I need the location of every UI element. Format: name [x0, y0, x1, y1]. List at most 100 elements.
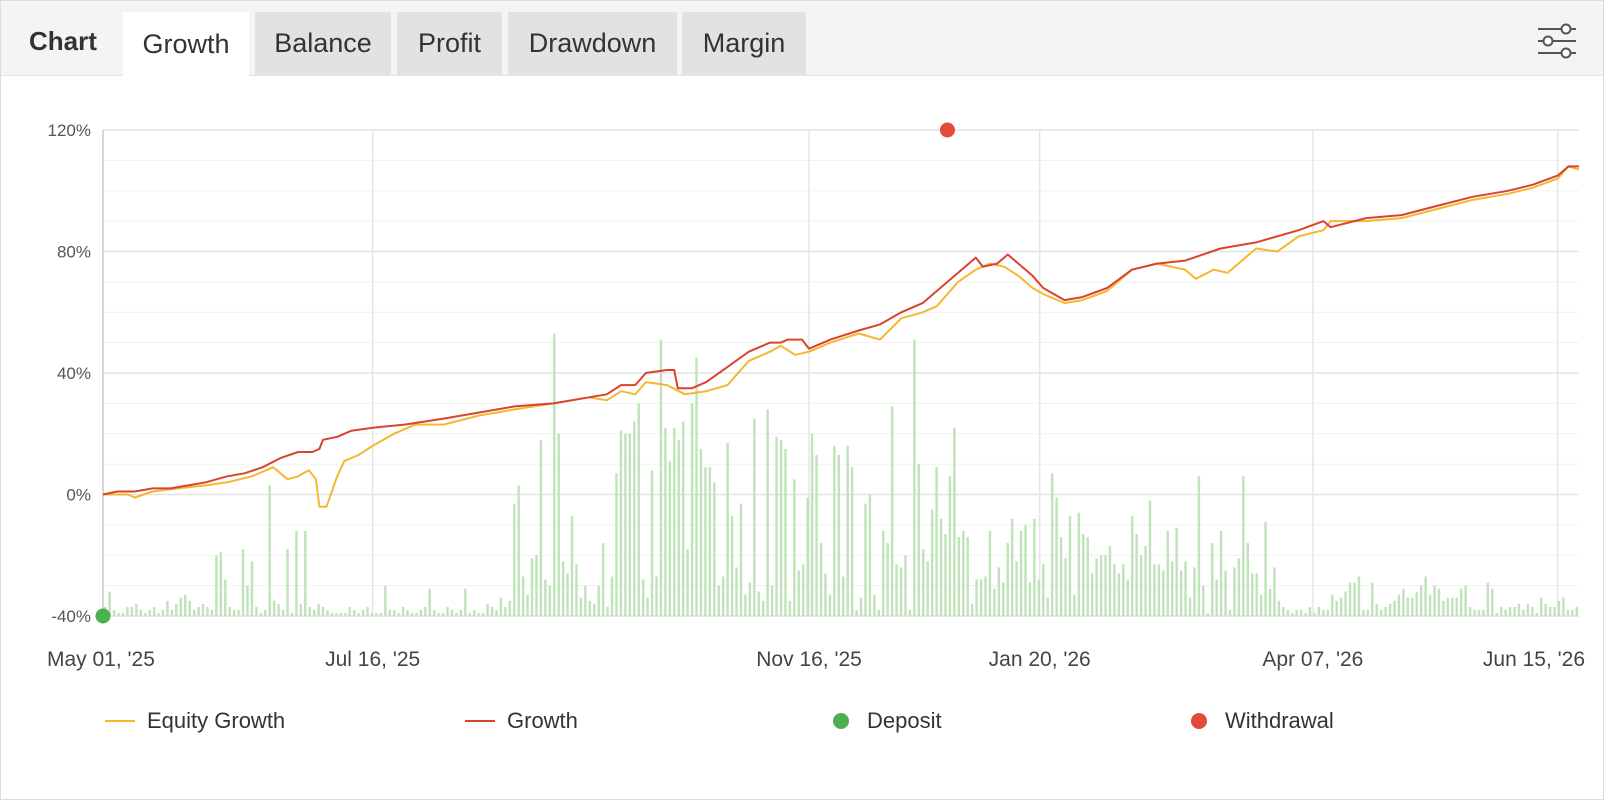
deposit-marker: [95, 608, 111, 624]
profit-bar: [1366, 609, 1370, 616]
profit-bar: [850, 467, 854, 616]
profit-bar: [1562, 597, 1565, 616]
profit-bar: [859, 597, 863, 616]
profit-bar: [1251, 573, 1254, 616]
profit-bar: [979, 579, 983, 616]
profit-bar: [312, 609, 316, 616]
legend-label: Withdrawal: [1225, 708, 1334, 733]
profit-bar: [241, 549, 245, 616]
profit-bar: [615, 473, 618, 616]
profit-bar: [246, 585, 249, 616]
profit-bar: [717, 585, 720, 616]
y-tick-label: 40%: [57, 364, 91, 383]
profit-bar: [1571, 609, 1574, 616]
profit-bar: [668, 461, 672, 616]
legend-label: Growth: [507, 708, 578, 733]
profit-bar: [704, 467, 707, 616]
profit-bar: [757, 591, 760, 616]
profit-bar: [1211, 543, 1214, 616]
profit-bar: [908, 609, 912, 616]
profit-bar: [948, 476, 952, 616]
profit-bar: [597, 585, 600, 616]
profit-bar: [819, 543, 823, 616]
profit-bar: [526, 594, 529, 616]
profit-bar: [335, 612, 338, 616]
tab-drawdown[interactable]: Drawdown: [508, 12, 677, 75]
profit-bar: [966, 537, 969, 616]
legend-equity-growth[interactable]: Equity Growth: [105, 708, 285, 734]
profit-bar: [810, 433, 814, 616]
profit-bar: [588, 600, 592, 616]
profit-bar: [833, 445, 836, 616]
profit-bar: [1539, 597, 1543, 616]
profit-bar: [873, 594, 876, 616]
tab-growth[interactable]: Growth: [123, 12, 249, 76]
profit-bar: [437, 612, 440, 616]
settings-button[interactable]: [1536, 21, 1580, 61]
profit-bar: [984, 576, 987, 616]
profit-bar: [117, 612, 120, 616]
growth-chart: 120% 80% 40% 0% -40% May 01, '25 Jul 16, '25 No…: [47, 121, 1585, 671]
profit-bar: [1068, 515, 1072, 616]
profit-bar: [761, 600, 765, 616]
profit-bar: [1308, 606, 1312, 616]
profit-bar: [139, 609, 143, 616]
profit-bar: [1299, 609, 1303, 616]
legend-growth[interactable]: Growth: [465, 708, 578, 734]
profit-bar: [1335, 600, 1338, 616]
profit-bar: [1339, 597, 1343, 616]
profit-bar: [1130, 515, 1134, 616]
profit-bar: [1166, 530, 1169, 616]
profit-bar: [441, 612, 445, 616]
profit-bar: [806, 497, 809, 616]
profit-bar: [926, 561, 929, 616]
profit-bar: [544, 579, 547, 616]
legend-withdrawal[interactable]: Withdrawal: [1191, 708, 1334, 734]
profit-bar: [1197, 476, 1201, 616]
profit-bar: [1264, 521, 1267, 616]
y-tick-label: 80%: [57, 243, 91, 262]
profit-bar: [366, 606, 369, 616]
profit-bar: [913, 339, 916, 616]
profit-bar: [1455, 597, 1458, 616]
profit-bar: [673, 427, 676, 616]
profit-bar: [1495, 612, 1498, 616]
profit-bar: [250, 561, 254, 616]
profit-bar: [277, 603, 280, 616]
profit-bar: [330, 612, 334, 616]
profit-bar: [1015, 561, 1018, 616]
profit-bar: [1184, 561, 1187, 616]
profit-bar: [1468, 606, 1472, 616]
profit-bar: [179, 597, 183, 616]
tab-margin[interactable]: Margin: [682, 12, 806, 75]
legend-deposit[interactable]: Deposit: [833, 708, 942, 734]
profit-bar: [1437, 588, 1441, 616]
profit-bar: [1464, 585, 1467, 616]
profit-bar: [1095, 558, 1098, 616]
profit-bar: [1033, 518, 1036, 616]
profit-bar: [1397, 594, 1401, 616]
profit-bar: [1411, 597, 1414, 616]
profit-bar: [970, 603, 974, 616]
tab-balance[interactable]: Balance: [255, 12, 391, 75]
profit-bar: [1202, 585, 1205, 616]
profit-bar: [864, 503, 867, 616]
profit-bar: [1522, 609, 1525, 616]
profit-bar: [1268, 588, 1272, 616]
profit-bar: [530, 558, 534, 616]
profit-bar: [1504, 609, 1507, 616]
profit-bar: [175, 603, 178, 616]
profit-bar: [1193, 567, 1196, 616]
x-tick-label: Jan 20, '26: [989, 648, 1091, 671]
x-tick-label: Apr 07, '26: [1262, 648, 1363, 671]
tab-profit[interactable]: Profit: [397, 12, 502, 75]
growth-lines: [102, 165, 1580, 508]
profit-bar: [713, 482, 716, 616]
profit-bar: [579, 597, 583, 616]
profit-bar: [357, 612, 360, 616]
profit-bar: [1153, 564, 1156, 616]
profit-bar: [899, 567, 903, 616]
profit-bar: [1415, 591, 1418, 616]
profit-bar: [922, 549, 925, 616]
profit-bar: [237, 609, 240, 616]
